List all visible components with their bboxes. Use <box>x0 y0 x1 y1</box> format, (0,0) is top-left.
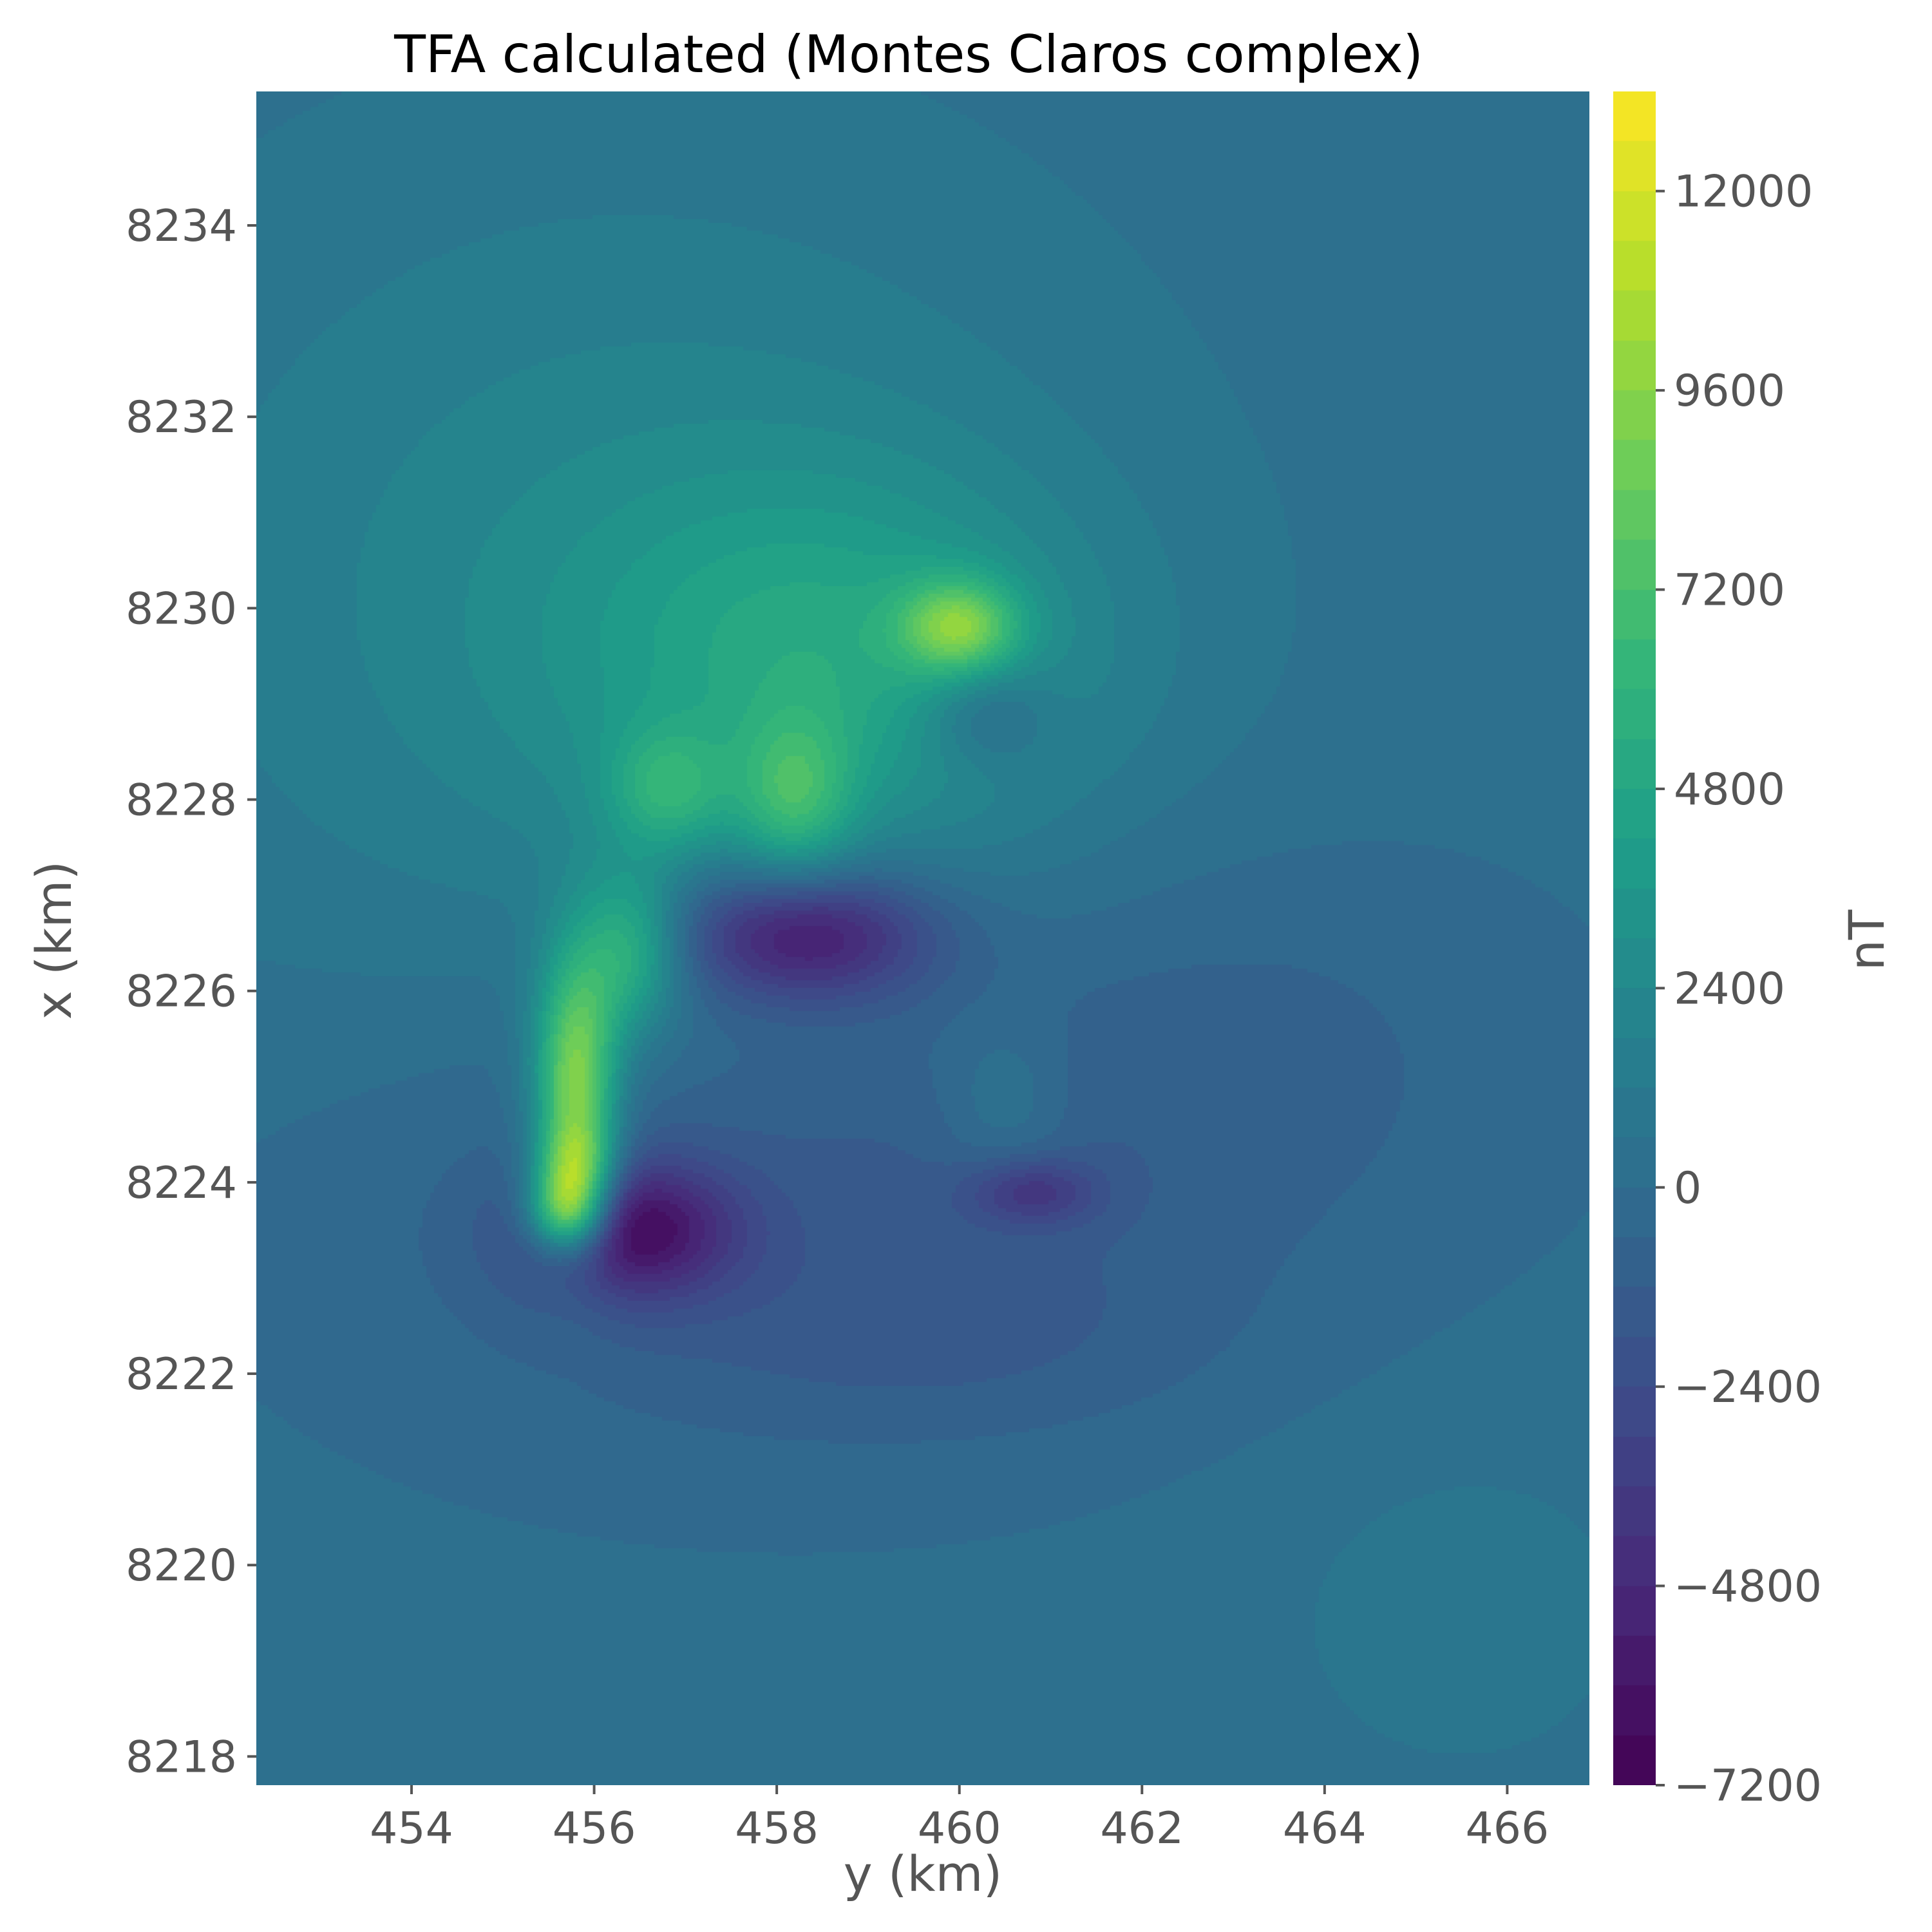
colorbar-tick-label: 9600 <box>1674 366 1785 417</box>
x-tick-label: 462 <box>1100 1803 1184 1854</box>
colorbar-tick-label: 7200 <box>1674 565 1785 616</box>
x-tick-label: 464 <box>1283 1803 1367 1854</box>
x-axis-ticks: 454 456 458 460 462 464 466 <box>370 1785 1549 1854</box>
y-tick-label: 8220 <box>126 1540 237 1591</box>
colorbar-tick-label: −7200 <box>1674 1761 1822 1812</box>
x-tick-label: 466 <box>1465 1803 1549 1854</box>
colorbar-tick-label: 0 <box>1674 1163 1701 1214</box>
y-axis-label: x (km) <box>25 861 82 1019</box>
y-tick-label: 8224 <box>126 1158 237 1209</box>
y-tick-label: 8228 <box>126 775 237 826</box>
y-tick-label: 8230 <box>126 583 237 634</box>
colorbar-tick-label: 2400 <box>1674 963 1785 1014</box>
x-tick-label: 454 <box>370 1803 453 1854</box>
y-tick-label: 8226 <box>126 967 237 1018</box>
colorbar-tick-label: −4800 <box>1674 1562 1822 1613</box>
y-tick-label: 8232 <box>126 392 237 443</box>
y-tick-label: 8234 <box>126 201 237 252</box>
colorbar-label: nT <box>1838 909 1895 971</box>
y-tick-label: 8218 <box>126 1732 237 1783</box>
x-tick-label: 456 <box>553 1803 636 1854</box>
colorbar-tick-label: 12000 <box>1674 167 1813 218</box>
x-axis-label: y (km) <box>844 1845 1002 1902</box>
colorbar-tick-label: 4800 <box>1674 764 1785 815</box>
chart-title: TFA calculated (Montes Claros complex) <box>393 24 1423 84</box>
colorbar-ticks: −7200 −4800 −2400 0 2400 4800 7200 9600 12000 <box>1656 167 1822 1812</box>
heatmap-canvas <box>256 91 1589 1785</box>
y-axis-ticks: 8218 8220 8222 8224 8226 8228 8230 8232 8234 <box>126 201 256 1783</box>
plot-area <box>256 91 1589 1785</box>
colorbar-canvas <box>1613 91 1656 1785</box>
y-tick-label: 8222 <box>126 1349 237 1400</box>
colorbar-tick-label: −2400 <box>1674 1362 1822 1413</box>
x-tick-label: 460 <box>918 1803 1001 1854</box>
x-tick-label: 458 <box>735 1803 819 1854</box>
colorbar: −7200 −4800 −2400 0 2400 4800 7200 9600 12000 nT <box>1613 91 1895 1812</box>
